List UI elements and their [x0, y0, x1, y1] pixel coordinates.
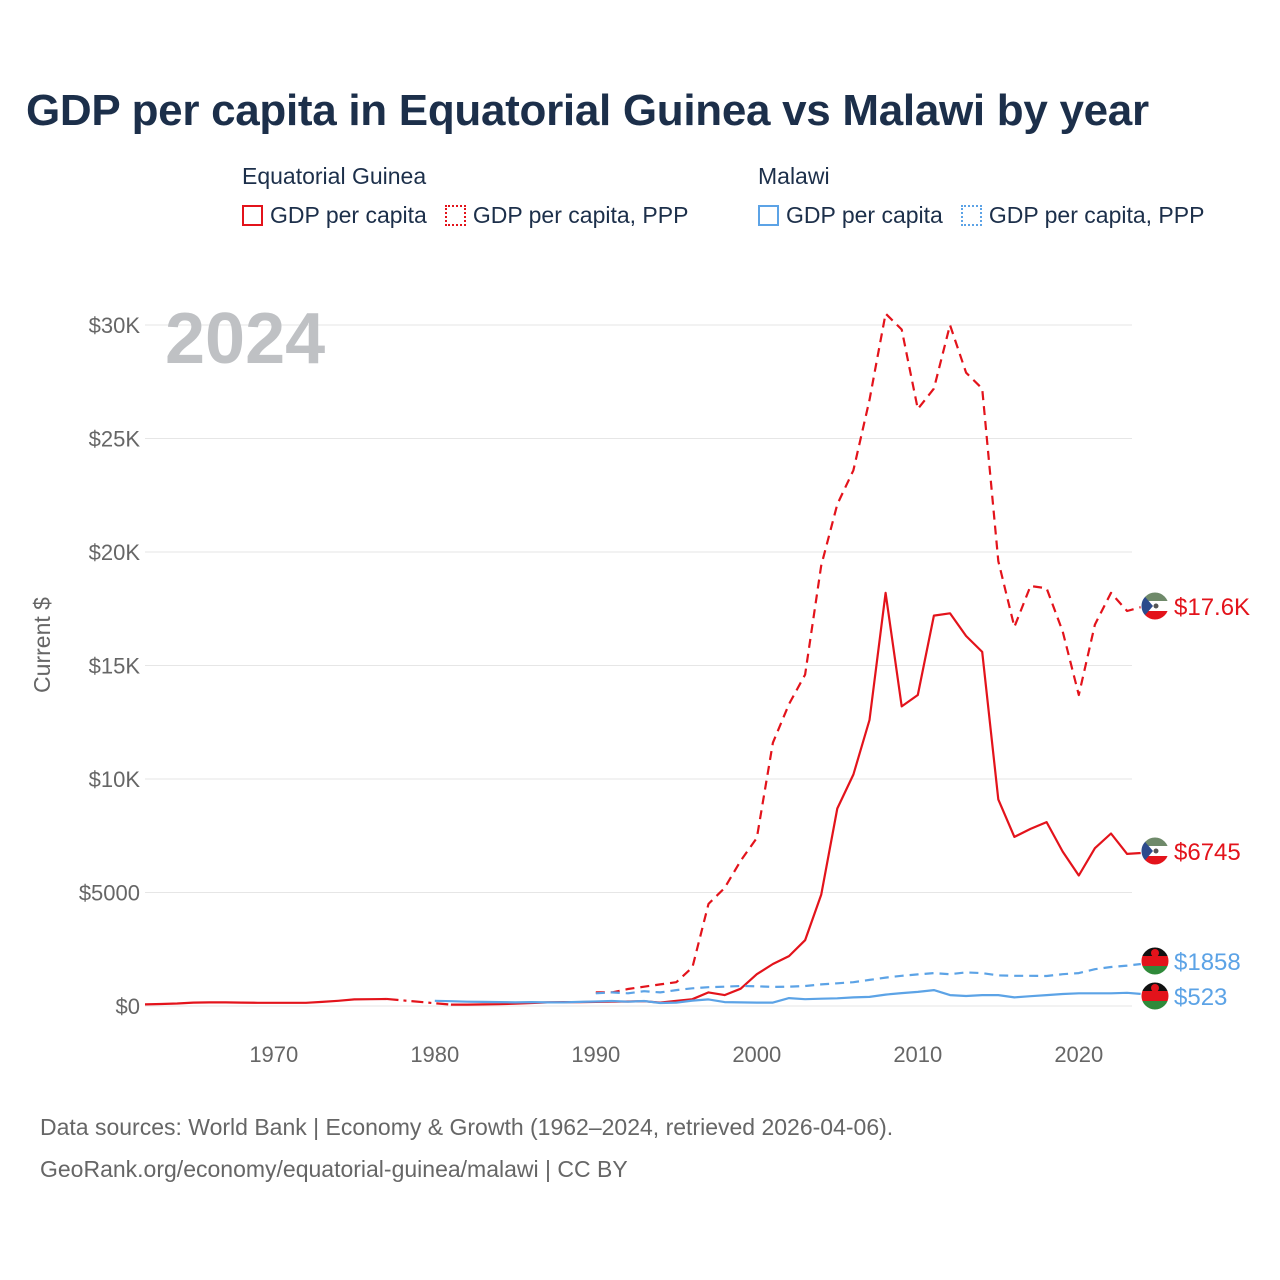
y-tick-label: $25K — [89, 427, 141, 452]
gridlines — [145, 324, 1132, 1007]
y-tick-label: $30K — [89, 313, 141, 338]
flag-sun — [1151, 949, 1159, 957]
x-tick-label: 1970 — [249, 1042, 298, 1067]
dotted-line-swatch-icon — [444, 205, 466, 226]
legend-heading: Equatorial Guinea — [242, 163, 427, 189]
equatorial-guinea-flag-icon — [1140, 836, 1170, 866]
series-lines — [144, 312, 1144, 1006]
legend-label: GDP per capita, PPP — [472, 202, 689, 228]
series-line — [595, 312, 1144, 994]
y-tick-label: $0 — [116, 994, 140, 1019]
x-tick-label: 1980 — [410, 1042, 459, 1067]
flag-band — [1141, 837, 1169, 846]
flag-band — [1141, 1001, 1169, 1010]
legend-item-eq-gdp[interactable]: GDP per capita — [242, 202, 427, 229]
y-tick-label: $5000 — [79, 881, 140, 906]
legend-item-eq-gdp-ppp[interactable]: GDP per capita, PPP — [444, 202, 689, 229]
flag-emblem — [1153, 603, 1159, 609]
data-source-text: Data sources: World Bank | Economy & Gro… — [40, 1114, 894, 1140]
legend-item-mw-gdp-ppp[interactable]: GDP per capita, PPP — [960, 202, 1205, 229]
end-value-label: $1858 — [1174, 949, 1241, 976]
flag-band — [1141, 991, 1169, 1001]
malawi-flag-icon — [1140, 946, 1170, 976]
x-axis: 1970 1980 1990 2000 2010 2020 — [249, 1042, 1103, 1067]
series-line — [434, 989, 1144, 1005]
y-axis-label: Current $ — [29, 597, 55, 693]
line-chart: $0 $5000 $10K $15K $20K $25K $30K 1970 1980 1990… — [29, 299, 1250, 1067]
x-tick-label: 2000 — [732, 1042, 781, 1067]
y-tick-label: $10K — [89, 767, 141, 792]
legend-item-mw-gdp[interactable]: GDP per capita — [758, 202, 943, 229]
flag-ring — [1140, 946, 1170, 976]
chart-title: GDP per capita in Equatorial Guinea vs M… — [26, 86, 1149, 135]
legend-group-equatorial-guinea: Equatorial Guinea GDP per capita GDP per… — [242, 160, 688, 229]
series-line — [450, 591, 1144, 1006]
flag-ring — [1140, 591, 1170, 621]
legend-label: GDP per capita, PPP — [988, 202, 1205, 228]
flag-band — [1141, 856, 1169, 865]
attribution-text[interactable]: GeoRank.org/economy/equatorial-guinea/ma… — [40, 1156, 628, 1182]
series-gap-line — [386, 997, 451, 1006]
flag-sun — [1151, 984, 1159, 992]
x-tick-label: 1990 — [571, 1042, 620, 1067]
legend-label: GDP per capita — [786, 202, 943, 228]
y-tick-label: $20K — [89, 540, 141, 565]
series-line — [144, 997, 387, 1006]
flag-body — [1141, 592, 1169, 620]
y-axis: $0 $5000 $10K $15K $20K $25K $30K — [79, 313, 141, 1019]
malawi-flag-icon — [1140, 981, 1170, 1011]
end-markers: $6745 $17.6K $523 $1858 — [1140, 591, 1250, 1011]
x-tick-label: 2020 — [1054, 1042, 1103, 1067]
legend-heading: Malawi — [758, 163, 830, 189]
solid-line-swatch-icon — [242, 205, 263, 226]
flag-body — [1141, 837, 1169, 865]
flag-body — [1141, 947, 1169, 975]
y-tick-label: $15K — [89, 654, 141, 679]
flag-band — [1141, 611, 1169, 620]
legend-label: GDP per capita — [270, 202, 427, 228]
flag-band — [1141, 956, 1169, 966]
dotted-line-swatch-icon — [960, 205, 982, 226]
end-value-label: $523 — [1174, 984, 1227, 1011]
flag-ring — [1140, 981, 1170, 1011]
solid-line-swatch-icon — [758, 205, 779, 226]
series-line — [595, 962, 1144, 995]
end-value-label: $17.6K — [1174, 594, 1250, 621]
legend-group-malawi: Malawi GDP per capita GDP per capita, PP… — [758, 160, 1204, 229]
equatorial-guinea-flag-icon — [1140, 591, 1170, 621]
flag-ring — [1140, 836, 1170, 866]
flag-body — [1141, 982, 1169, 1010]
flag-band — [1141, 592, 1169, 601]
year-label: 2024 — [165, 299, 325, 379]
flag-band — [1141, 966, 1169, 975]
flag-emblem — [1153, 848, 1159, 854]
footer: Data sources: World Bank | Economy & Gro… — [40, 1106, 893, 1190]
x-tick-label: 2010 — [893, 1042, 942, 1067]
end-value-label: $6745 — [1174, 839, 1241, 866]
